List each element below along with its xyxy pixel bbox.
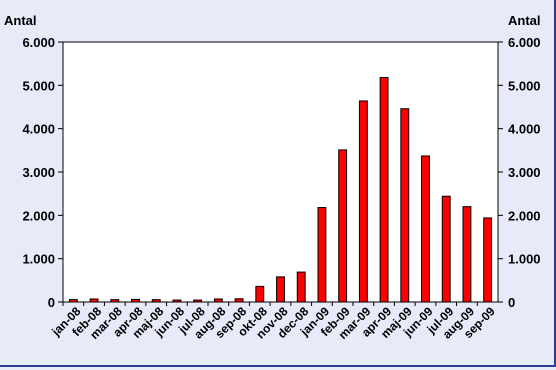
bar-jun-09: [421, 155, 430, 303]
x-axis: jan-08feb-08mar-08apr-08maj-08jun-08jul-…: [48, 302, 498, 342]
left-axis-title: Antal: [4, 13, 37, 28]
bar-apr-08: [131, 298, 140, 303]
right-y-axis: 0 1.000 2.000 3.000 4.000 5.000 6.000: [498, 35, 541, 310]
bar-jan-08: [68, 299, 78, 303]
bar-aug-09: [462, 206, 472, 303]
bar-maj-09: [400, 108, 410, 303]
bar-nov-08: [276, 276, 285, 303]
bar-maj-08: [151, 299, 161, 303]
right-tick-label: 2.000: [508, 208, 541, 223]
plot-area: [62, 41, 499, 303]
bar-mar-08: [110, 299, 120, 303]
bar-apr-09: [379, 77, 389, 303]
right-tick-label: 5.000: [508, 78, 541, 93]
left-y-axis: 0 1.000 2.000 3.000 4.000 5.000 6.000: [22, 35, 63, 310]
left-tick-label: 2.000: [22, 208, 55, 223]
right-tick-label: 4.000: [508, 122, 541, 137]
bar-mar-09: [358, 100, 368, 303]
left-tick-label: 0: [48, 295, 55, 310]
bar-series: [68, 77, 493, 303]
bar-okt-08: [255, 285, 265, 303]
right-axis-title: Antal: [508, 13, 541, 28]
bar-jun-08: [172, 299, 182, 303]
left-tick-label: 3.000: [22, 165, 55, 180]
bar-feb-09: [338, 149, 348, 303]
left-tick-label: 6.000: [22, 35, 55, 50]
right-tick-label: 6.000: [508, 35, 541, 50]
right-tick-label: 3.000: [508, 165, 541, 180]
bar-feb-08: [89, 298, 99, 303]
bar-jul-09: [441, 195, 451, 303]
bar-aug-08: [213, 298, 223, 303]
bar-jan-09: [317, 207, 327, 303]
left-tick-label: 1.000: [22, 252, 55, 267]
bar-sep-08: [234, 298, 244, 303]
bar-dec-08: [296, 271, 306, 303]
right-tick-label: 1.000: [508, 252, 541, 267]
right-tick-label: 0: [508, 295, 515, 310]
left-tick-label: 5.000: [22, 78, 55, 93]
bar-jul-08: [193, 299, 203, 303]
left-tick-label: 4.000: [22, 122, 55, 137]
bar-sep-09: [483, 217, 493, 303]
